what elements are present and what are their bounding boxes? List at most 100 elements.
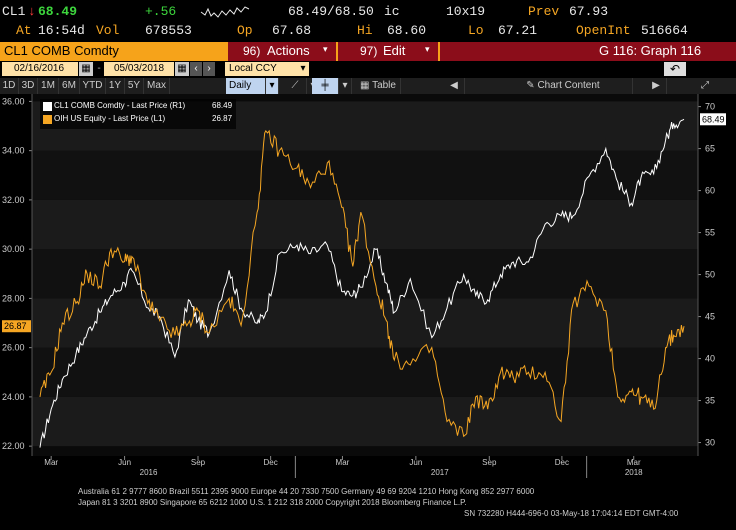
plot-band (32, 150, 698, 200)
currency-select[interactable]: Local CCY (225, 62, 297, 76)
left-axis-label: 32.00 (2, 195, 25, 205)
volume: 678553 (145, 23, 192, 38)
x-axis-month: Dec (264, 458, 278, 467)
table-icon: ▦ (360, 80, 373, 91)
left-axis-label: 36.00 (2, 96, 25, 106)
legend-value-oih: 26.87 (212, 114, 233, 123)
legend-label-oih: OIH US Equity - Last Price (L1) (54, 114, 166, 123)
current-value-tag-cl1 (700, 113, 726, 126)
ic-label: ic (384, 4, 400, 19)
x-axis-month: Sep (482, 458, 497, 467)
vol-label: Vol (96, 23, 120, 38)
left-axis-label: 30.00 (2, 244, 25, 254)
chevron-down-icon[interactable]: ▾ (339, 78, 352, 94)
plot-band (32, 347, 698, 397)
x-axis-month: Dec (555, 458, 569, 467)
x-axis-month: Mar (336, 458, 350, 467)
current-value-label-oih: 26.87 (4, 321, 27, 331)
legend-swatch-oih (43, 115, 52, 124)
legend-label-cl1: CL1 COMB Comdty - Last Price (R1) (54, 101, 186, 110)
chevron-down-icon[interactable]: ▾ (266, 78, 279, 94)
undo-icon[interactable]: ↶ (664, 62, 686, 76)
prev-label: Prev (528, 4, 560, 19)
left-axis-label: 24.00 (2, 392, 25, 402)
open-price: 67.68 (272, 23, 312, 38)
footer-contacts-2: Japan 81 3 3201 8900 Singapore 65 6212 1… (78, 498, 467, 507)
right-axis-label: 45 (705, 312, 715, 322)
low-price: 67.21 (498, 23, 538, 38)
x-axis-year: 2016 (140, 468, 158, 477)
line-chart-icon[interactable]: ⟋ (284, 78, 307, 94)
actions-label: Actions (267, 43, 310, 58)
table-label: Table (372, 80, 396, 91)
sparkline-icon (200, 6, 250, 18)
end-date-field[interactable]: 05/03/2018 (104, 62, 174, 76)
chart-legend: CL1 COMB Comdty - Last Price (R1) 68.49 … (40, 99, 236, 129)
right-axis-label: 30 (705, 438, 715, 448)
right-axis-label: 60 (705, 186, 715, 196)
frequency-select[interactable]: Daily (226, 78, 266, 94)
x-axis-month: Jun (118, 458, 131, 467)
x-axis-month: Sep (191, 458, 206, 467)
calendar-icon[interactable]: ▦ (79, 62, 93, 76)
period-1m[interactable]: 1M (38, 78, 59, 94)
table-button[interactable]: ▦ Table (356, 78, 401, 94)
last-time: 16:54d (38, 23, 85, 38)
edit-menu[interactable]: 97) Edit ▾ (338, 42, 438, 61)
crosshair-icon[interactable]: ╪ (312, 78, 339, 94)
current-value-tag-oih (2, 320, 31, 333)
right-axis-label: 65 (705, 144, 715, 154)
expand-icon[interactable]: ⤢ (701, 80, 709, 91)
period-5y[interactable]: 5Y (125, 78, 144, 94)
forward-icon[interactable]: ▶ (646, 78, 667, 94)
period-3d[interactable]: 3D (19, 78, 38, 94)
high-label: Hi (357, 23, 373, 38)
chevron-right-icon[interactable]: › (203, 62, 215, 76)
x-axis-month: Mar (627, 458, 641, 467)
chevron-down-icon: ▾ (425, 44, 430, 54)
chevron-left-icon[interactable]: ‹ (190, 62, 202, 76)
chevron-down-icon[interactable]: ▾ (297, 62, 309, 76)
left-axis-label: 26.00 (2, 343, 25, 353)
security-title: CL1 COMB Comdty (4, 43, 119, 58)
prev-close: 67.93 (569, 4, 609, 19)
period-ytd[interactable]: YTD (80, 78, 106, 94)
series-line-oih (39, 129, 685, 438)
actions-menu[interactable]: 96) Actions ▾ (228, 42, 336, 61)
open-label: Op (237, 23, 253, 38)
plot-band (32, 298, 698, 348)
high-price: 68.60 (387, 23, 427, 38)
period-1d[interactable]: 1D (0, 78, 19, 94)
chart-content-button[interactable]: ✎ Chart Content (494, 78, 633, 94)
calendar-icon[interactable]: ▦ (175, 62, 189, 76)
low-label: Lo (468, 23, 484, 38)
right-axis-label: 70 (705, 102, 715, 112)
date-separator: - (97, 63, 101, 74)
graph-name: G 116: Graph 116 (599, 43, 702, 58)
graph-label-bar: G 116: Graph 116 (440, 42, 736, 61)
price-change: +.56 (145, 4, 177, 19)
period-max[interactable]: Max (144, 78, 170, 94)
footer-session: SN 732280 H444-696-0 03-May-18 17:04:14 … (464, 509, 679, 518)
edit-icon: ✎ (526, 80, 538, 91)
bid-ask: 68.49/68.50 (288, 4, 374, 19)
open-interest: 516664 (641, 23, 688, 38)
x-axis-month: Jun (409, 458, 422, 467)
at-label: At (16, 23, 32, 38)
left-axis-label: 34.00 (2, 146, 25, 156)
left-axis-label: 28.00 (2, 293, 25, 303)
chart-toolbar (0, 78, 736, 94)
price-chart[interactable]: 36.00 34.00 32.00 30.00 28.00 26.00 24.00 22.00… (0, 94, 736, 484)
chevron-down-icon: ▾ (323, 44, 328, 54)
period-1y[interactable]: 1Y (106, 78, 125, 94)
right-axis-label: 35 (705, 396, 715, 406)
x-axis-year: 2018 (625, 468, 643, 477)
legend-swatch-cl1 (43, 102, 52, 111)
back-icon[interactable]: ◀ (444, 78, 465, 94)
plot-band (32, 396, 698, 447)
openint-label: OpenInt (576, 23, 631, 38)
period-6m[interactable]: 6M (59, 78, 80, 94)
start-date-field[interactable]: 02/16/2016 (2, 62, 78, 76)
x-axis-year: 2017 (431, 468, 449, 477)
right-axis-label: 50 (705, 270, 715, 280)
